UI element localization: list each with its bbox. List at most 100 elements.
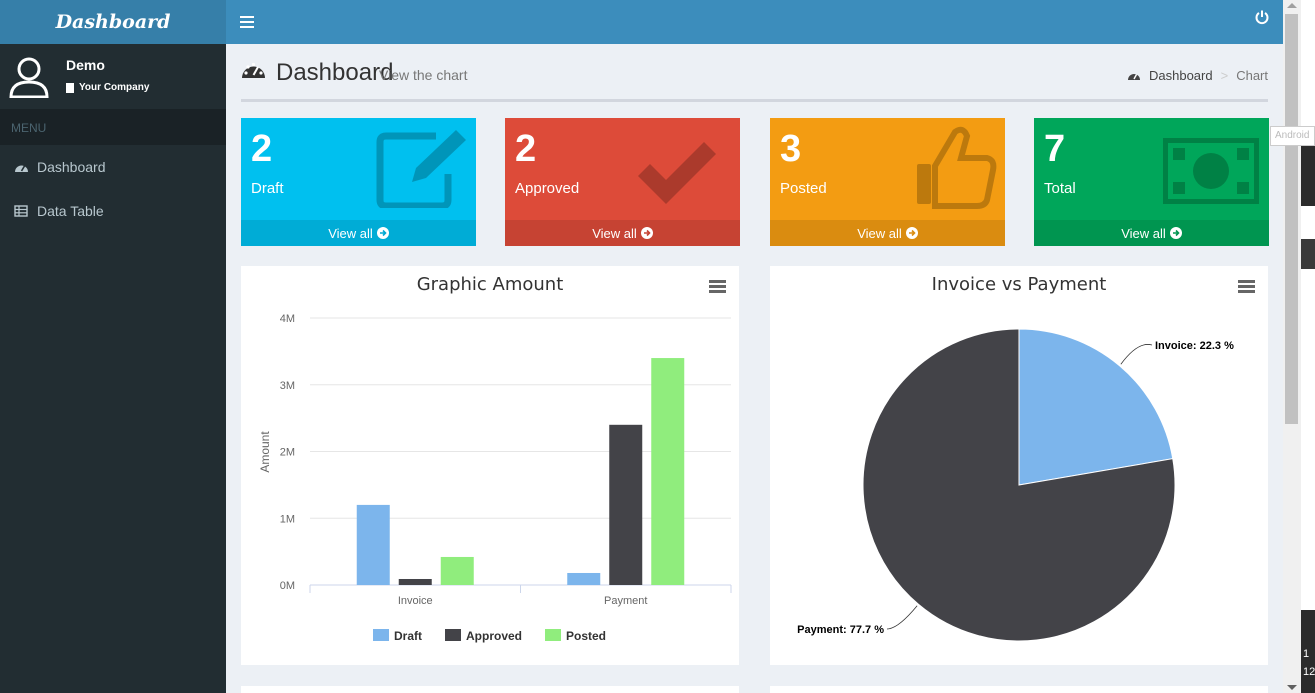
scroll-up-arrow-icon[interactable] — [1287, 3, 1297, 8]
view-all-label: View all — [592, 225, 637, 241]
power-icon[interactable] — [1254, 9, 1270, 25]
view-all-draft-link[interactable]: View all — [241, 220, 476, 246]
dashboard-icon — [15, 165, 28, 172]
stat-count: 3 — [780, 128, 802, 170]
y-tick-label: 1M — [280, 513, 295, 525]
sidebar-item-dashboard[interactable]: Dashboard — [0, 145, 226, 189]
arrow-circle-right-icon — [640, 227, 653, 239]
bar — [356, 504, 390, 585]
scroll-thumb[interactable] — [1285, 14, 1298, 424]
legend-swatch — [545, 629, 561, 641]
pie-data-label: Payment: 77.7 % — [797, 624, 884, 636]
stat-label: Draft — [251, 180, 284, 197]
top-navbar: Dashboard — [0, 0, 1283, 44]
chart-title: Graphic Amount — [416, 274, 564, 295]
chart-title: Invoice vs Payment — [931, 274, 1107, 295]
user-panel: Demo Your Company — [0, 44, 226, 109]
legend-swatch — [373, 629, 389, 641]
stat-count: 2 — [251, 128, 273, 170]
building-icon — [66, 82, 74, 93]
pie-connector — [1120, 344, 1153, 365]
clock-text: 12 — [1303, 666, 1315, 678]
company-label: Your Company — [79, 82, 150, 93]
stat-label: Approved — [515, 180, 580, 197]
user-company: Your Company — [66, 82, 149, 93]
user-avatar-icon — [9, 57, 49, 98]
stat-count: 2 — [515, 128, 537, 170]
bar — [398, 578, 432, 585]
bar — [651, 358, 685, 585]
y-tick-label: 3M — [280, 380, 295, 392]
page-title: Dashboard — [276, 59, 394, 86]
arrow-circle-right-icon — [376, 227, 389, 239]
breadcrumb-separator: > — [1220, 68, 1229, 83]
y-tick-label: 2M — [280, 447, 295, 459]
panel-partial — [770, 686, 1268, 693]
bar-chart-panel: 0M 1M 2M 3M 4M Amount Invoice Payment Draft Appro… — [241, 266, 739, 665]
page-scrollbar[interactable] — [1283, 0, 1301, 693]
page-subtitle: View the chart — [379, 67, 468, 83]
brand-logo[interactable]: Dashboard — [0, 0, 226, 44]
chart-menu-icon[interactable] — [1238, 280, 1255, 295]
sidebar-item-label: Dashboard — [37, 159, 106, 175]
view-all-posted-link[interactable]: View all — [770, 220, 1005, 246]
table-icon — [14, 205, 28, 217]
dashboard-icon — [242, 62, 265, 78]
arrow-circle-right-icon — [1169, 227, 1182, 239]
stat-box-posted: 3 Posted View all — [770, 118, 1005, 246]
menu-header: MENU — [0, 109, 226, 145]
check-icon — [638, 142, 716, 204]
stat-count: 7 — [1044, 128, 1066, 170]
view-all-total-link[interactable]: View all — [1034, 220, 1269, 246]
content-header: Dashboard View the chart Dashboard > Cha… — [241, 56, 1268, 102]
y-tick-label: 0M — [280, 580, 295, 592]
panel-partial — [241, 686, 739, 693]
money-icon — [1163, 138, 1259, 204]
stat-label: Posted — [780, 180, 827, 197]
tooltip: Android — [1270, 126, 1315, 146]
thumbs-up-icon — [917, 126, 997, 209]
stat-box-approved: 2 Approved View all — [505, 118, 740, 246]
sidebar-item-data-table[interactable]: Data Table — [0, 189, 226, 233]
sidebar-item-label: Data Table — [37, 203, 104, 219]
desktop-strip — [1301, 0, 1315, 693]
sidebar-toggle-icon[interactable] — [240, 13, 254, 29]
view-all-label: View all — [328, 225, 373, 241]
breadcrumb: Dashboard > Chart — [1127, 68, 1268, 83]
legend-item: Approved — [466, 629, 522, 643]
x-tick-label: Invoice — [398, 595, 433, 607]
legend-swatch — [445, 629, 461, 641]
clock-text: 1 — [1303, 648, 1310, 660]
pie-chart: Invoice: 22.3 % Payment: 77.7 % — [797, 328, 1234, 642]
pie-data-label: Invoice: 22.3 % — [1155, 340, 1234, 352]
pie-connector — [886, 605, 918, 630]
bar-chart: 0M 1M 2M 3M 4M Amount Invoice Payment Draft Appro… — [258, 313, 732, 643]
stat-label: Total — [1044, 180, 1076, 197]
pie-chart-panel: Invoice: 22.3 % Payment: 77.7 % Invoice v… — [770, 266, 1268, 665]
stat-box-total: 7 Total View all — [1034, 118, 1269, 246]
pie-slice — [862, 328, 1176, 642]
breadcrumb-link-dashboard[interactable]: Dashboard — [1149, 68, 1213, 83]
arrow-circle-right-icon — [905, 227, 918, 239]
view-all-label: View all — [1121, 225, 1166, 241]
x-tick-label: Payment — [604, 595, 647, 607]
desktop-strip-block — [1301, 239, 1315, 269]
stat-box-draft: 2 Draft View all — [241, 118, 476, 246]
chart-menu-icon[interactable] — [709, 280, 726, 295]
view-all-approved-link[interactable]: View all — [505, 220, 740, 246]
scroll-down-arrow-icon[interactable] — [1287, 685, 1297, 690]
desktop-strip-block — [1301, 146, 1315, 206]
bar — [567, 572, 601, 585]
bar — [440, 556, 474, 585]
bar — [609, 424, 643, 585]
user-name: Demo — [66, 57, 105, 73]
view-all-label: View all — [857, 225, 902, 241]
dashboard-icon — [1128, 74, 1140, 80]
pie-slice — [1018, 328, 1174, 486]
edit-icon — [376, 130, 466, 208]
y-axis-label: Amount — [258, 431, 272, 473]
taskbar-clock-area — [1301, 610, 1315, 693]
y-tick-label: 4M — [280, 313, 295, 325]
breadcrumb-current: Chart — [1236, 68, 1268, 83]
sidebar: Demo Your Company MENU Dashboard Data Ta… — [0, 44, 226, 693]
